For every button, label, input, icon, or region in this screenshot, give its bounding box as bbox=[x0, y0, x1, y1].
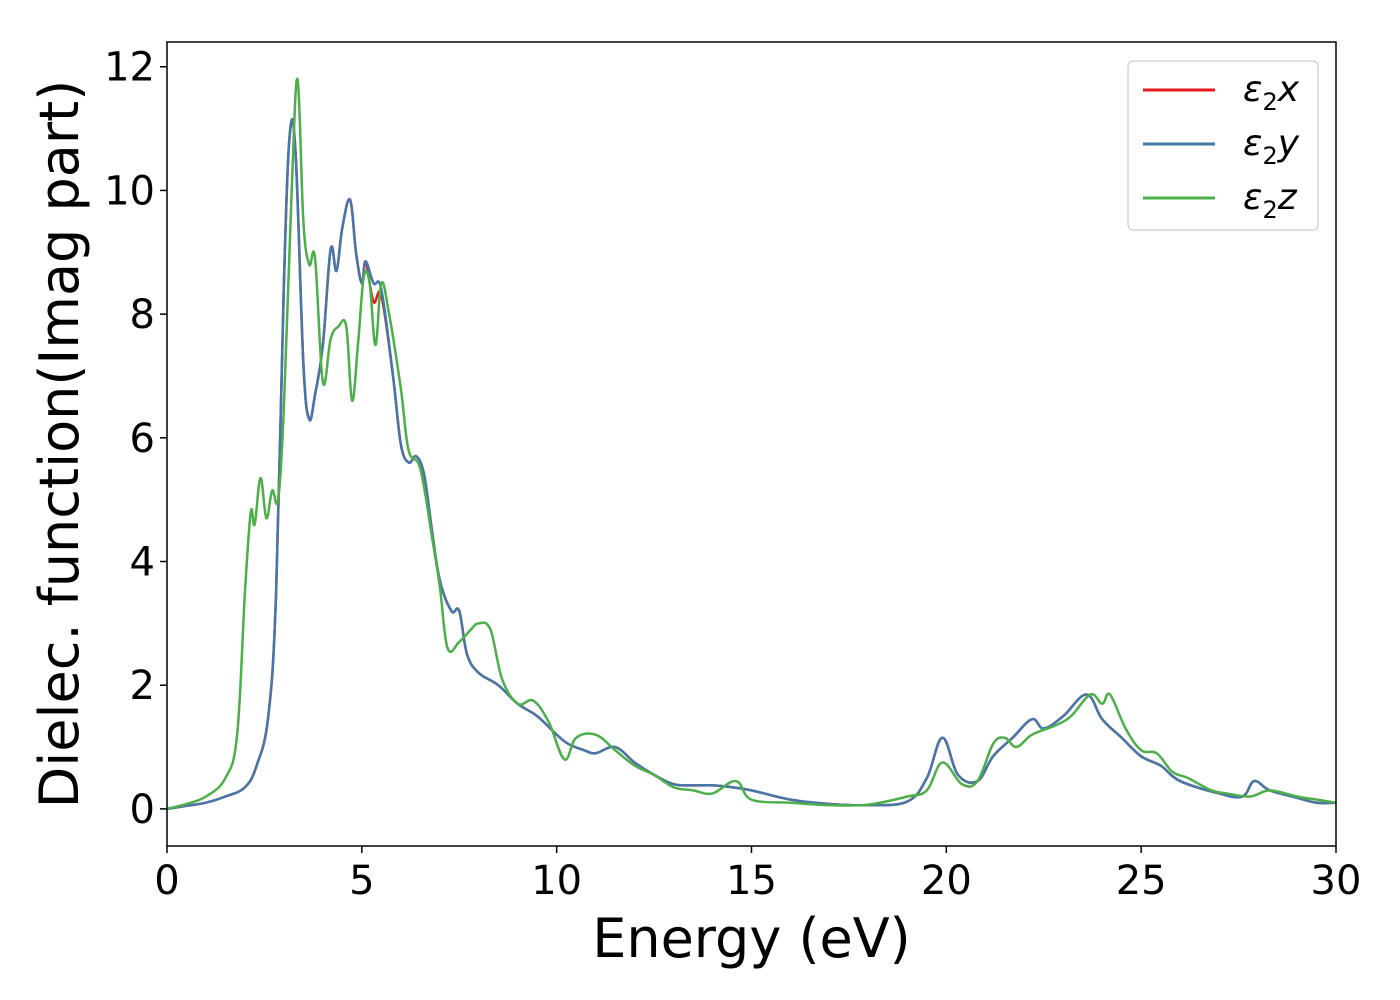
legend-label-x: ε2x bbox=[1243, 69, 1300, 116]
legend-box bbox=[1127, 60, 1319, 231]
x-tick-label: 10 bbox=[531, 858, 582, 904]
x-tick-label: 30 bbox=[1311, 858, 1362, 904]
y-tick-label: 8 bbox=[130, 292, 155, 338]
x-tick-label: 5 bbox=[349, 858, 374, 904]
x-tick-label: 0 bbox=[154, 858, 179, 904]
y-tick-label: 0 bbox=[130, 787, 155, 833]
y-tick-label: 12 bbox=[104, 45, 155, 91]
x-tick-label: 15 bbox=[726, 858, 777, 904]
y-axis-label: Dielec. function(Imag part) bbox=[28, 80, 91, 809]
legend-label-y: ε2y bbox=[1243, 123, 1300, 170]
x-tick-label: 25 bbox=[1116, 858, 1167, 904]
y-tick-label: 6 bbox=[130, 416, 155, 462]
legend-label-z: ε2z bbox=[1243, 177, 1298, 224]
x-axis-ticks: 0 5 10 15 20 25 30 bbox=[154, 846, 1361, 904]
y-axis-ticks: 0 2 4 6 8 10 12 bbox=[104, 45, 167, 833]
y-tick-label: 10 bbox=[104, 168, 155, 214]
y-tick-label: 4 bbox=[130, 540, 155, 586]
x-tick-label: 20 bbox=[921, 858, 972, 904]
series-line-z bbox=[167, 77, 1336, 811]
legend: ε2x ε2y ε2z bbox=[1127, 60, 1319, 231]
x-axis-label: Energy (eV) bbox=[592, 907, 911, 970]
y-tick-label: 2 bbox=[130, 663, 155, 709]
plot-lines bbox=[167, 77, 1336, 811]
